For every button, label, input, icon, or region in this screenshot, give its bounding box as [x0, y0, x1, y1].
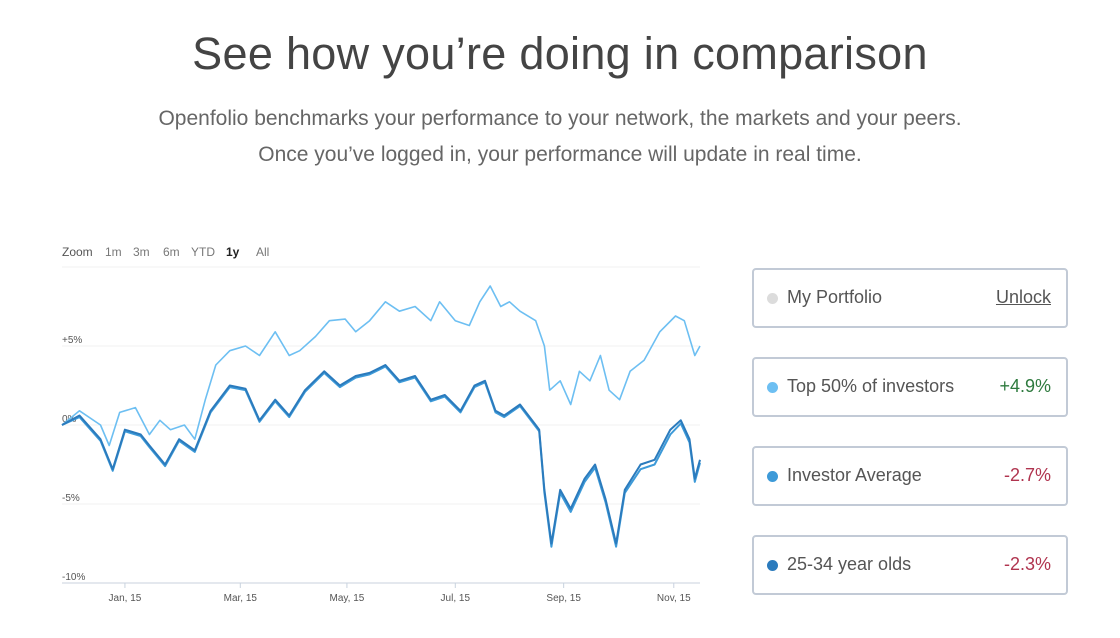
series-color-dot-icon	[767, 471, 778, 482]
zoom-option-all[interactable]: All	[256, 245, 269, 259]
legend-card: Top 50% of investors +4.9%	[752, 357, 1068, 417]
legend-card: 25-34 year olds -2.3%	[752, 535, 1068, 595]
series-color-dot-icon	[767, 560, 778, 571]
x-tick-label: Nov, 15	[657, 593, 691, 604]
series-line-top-50-of-investors	[61, 285, 701, 447]
performance-chart: Zoom 1m 3m 6m YTD 1y All+5%0%-5%-10%Jan, 15 Mar…	[61, 245, 701, 604]
series-color-dot-icon	[767, 382, 778, 393]
legend-value: +4.9%	[999, 376, 1051, 396]
page-title: See how you’re doing in comparison	[192, 28, 928, 79]
legend-label: Investor Average	[787, 465, 922, 485]
zoom-option-1m[interactable]: 1m	[105, 245, 122, 259]
y-tick-label: -5%	[62, 493, 80, 504]
legend-value: -2.7%	[1003, 465, 1051, 485]
zoom-option-3m[interactable]: 3m	[133, 245, 150, 259]
x-tick-label: May, 15	[329, 593, 364, 604]
subtitle-line-2: Once you’ve logged in, your performance …	[258, 143, 862, 166]
x-tick-label: Sep, 15	[546, 593, 581, 604]
legend-card: Investor Average -2.7%	[752, 446, 1068, 506]
series-line-25-34-year-olds	[61, 364, 701, 545]
x-tick-label: Mar, 15	[224, 593, 258, 604]
legend-label: My Portfolio	[787, 287, 883, 307]
legend-card: My Portfolio Unlock	[752, 268, 1068, 328]
series-color-dot-icon	[767, 293, 778, 304]
x-tick-label: Jan, 15	[109, 593, 142, 604]
zoom-option-6m[interactable]: 6m	[163, 245, 180, 259]
legend-value: -2.3%	[1003, 554, 1051, 574]
x-tick-label: Jul, 15	[441, 593, 471, 604]
subtitle-line-1: Openfolio benchmarks your performance to…	[158, 107, 962, 130]
legend-label: 25-34 year olds	[787, 554, 912, 574]
unlock-link[interactable]: Unlock	[995, 287, 1051, 307]
zoom-option-1y[interactable]: 1y	[226, 245, 240, 259]
y-tick-label: +5%	[62, 335, 82, 346]
zoom-label: Zoom	[62, 245, 93, 259]
y-tick-label: -10%	[62, 572, 85, 583]
zoom-option-ytd[interactable]: YTD	[191, 245, 215, 259]
legend-label: Top 50% of investors	[787, 376, 955, 396]
